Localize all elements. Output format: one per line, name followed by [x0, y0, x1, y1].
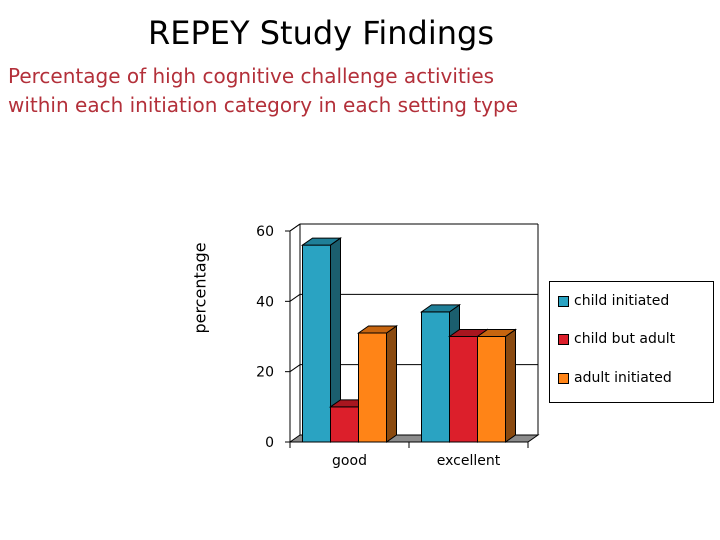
- bar-front: [421, 311, 450, 443]
- gridline-side: [289, 293, 301, 302]
- y-tick-label: 60: [256, 224, 274, 240]
- y-tick-label: 20: [256, 365, 274, 381]
- chart-legend: child initiated child but adult adult in…: [549, 281, 714, 403]
- bar-side: [505, 328, 516, 443]
- bar-top: [356, 325, 399, 334]
- bar-front: [302, 244, 331, 443]
- y-tick-label: 40: [256, 294, 274, 310]
- bar-front: [477, 336, 506, 443]
- bar-top: [475, 329, 518, 337]
- legend-label-adult-initiated: adult initiated: [574, 370, 672, 386]
- slide-subtitle: Percentage of high cognitive challenge a…: [8, 62, 708, 120]
- slide-title: REPEY Study Findings: [148, 14, 494, 52]
- legend-swatch-adult-initiated: [558, 373, 569, 384]
- subtitle-line-1: Percentage of high cognitive challenge a…: [8, 64, 495, 88]
- bar: [475, 328, 518, 443]
- legend-swatch-child-initiated: [558, 296, 569, 307]
- gridline-side: [289, 364, 301, 373]
- bar-top: [300, 237, 343, 246]
- bar-front: [449, 336, 478, 443]
- y-tick-label: 0: [265, 435, 274, 451]
- bar-side: [386, 325, 397, 443]
- bar-front: [330, 406, 359, 443]
- subtitle-line-2: within each initiation category in each …: [8, 93, 519, 117]
- legend-label-child-initiated: child initiated: [574, 293, 670, 309]
- bar: [356, 325, 399, 443]
- legend-label-child-but-adult: child but adult: [574, 331, 676, 347]
- bar-front: [358, 332, 387, 443]
- x-tick-label: excellent: [437, 453, 501, 469]
- bar-top: [419, 304, 462, 313]
- legend-swatch-child-but-adult: [558, 334, 569, 345]
- wall-edge: [289, 223, 301, 232]
- x-tick-label: good: [332, 453, 367, 469]
